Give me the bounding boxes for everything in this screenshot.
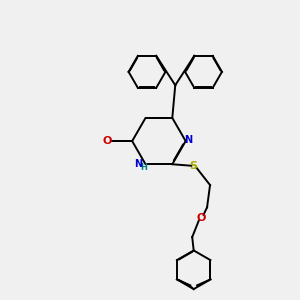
Text: H: H <box>141 163 148 172</box>
Text: O: O <box>196 213 206 223</box>
Text: N: N <box>134 159 142 169</box>
Text: S: S <box>190 161 198 171</box>
Text: O: O <box>102 136 112 146</box>
Text: N: N <box>184 135 192 145</box>
